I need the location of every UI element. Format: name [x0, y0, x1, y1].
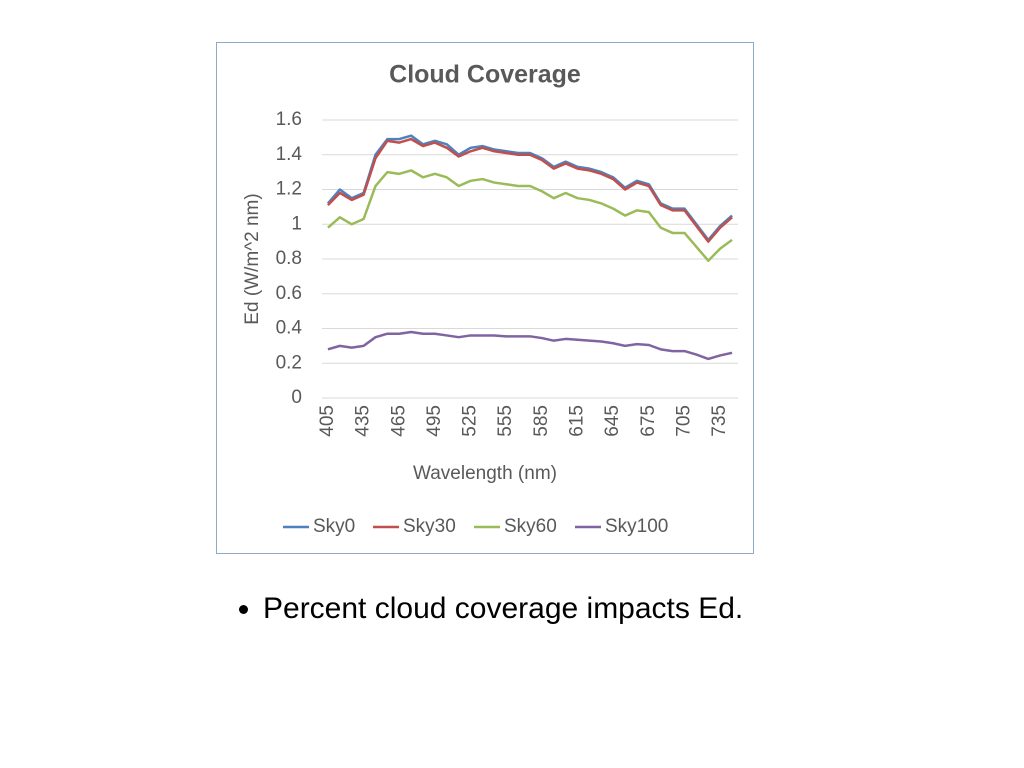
y-tick-label: 1.6 [276, 109, 302, 130]
legend-label: Sky0 [313, 516, 355, 537]
x-tick-label: 465 [388, 405, 409, 437]
chart: Cloud Coverage Wavelength (nm) Ed (W/m^2… [216, 42, 754, 554]
bullet: Percent cloud coverage impacts Ed. [263, 592, 743, 626]
x-tick-label: 405 [317, 405, 338, 437]
chart-border [216, 42, 754, 554]
y-tick-label: 0.4 [276, 318, 303, 339]
x-tick-label: 435 [353, 405, 374, 437]
legend-label: Sky100 [605, 516, 668, 537]
x-tick-label: 645 [602, 405, 623, 437]
x-tick-label: 705 [674, 405, 695, 437]
y-tick-label: 1.4 [276, 144, 303, 165]
x-tick-label: 735 [709, 405, 730, 437]
series-line [327, 137, 733, 243]
x-axis-title: Wavelength (nm) [413, 463, 557, 484]
series-line [327, 330, 733, 361]
y-tick-label: 0.8 [276, 248, 302, 269]
x-tick-label: 615 [567, 405, 588, 437]
chart-title: Cloud Coverage [389, 61, 581, 89]
x-tick-label: 495 [424, 405, 445, 437]
x-tick-label: 555 [495, 405, 516, 437]
y-axis-title: Ed (W/m^2 nm) [242, 193, 263, 324]
y-tick-label: 0.2 [276, 352, 302, 373]
legend-label: Sky30 [403, 516, 456, 537]
legend-label: Sky60 [504, 516, 557, 537]
x-tick-label: 585 [531, 405, 552, 437]
y-tick-label: 1 [291, 213, 302, 234]
y-tick-label: 0.6 [276, 283, 302, 304]
y-tick-label: 1.2 [276, 179, 302, 200]
y-tick-label: 0 [291, 387, 302, 408]
series-line [326, 134, 733, 242]
bullet-list: Percent cloud coverage impacts Ed. [230, 592, 743, 626]
x-tick-label: 525 [460, 405, 481, 437]
series-line [327, 169, 733, 262]
x-tick-label: 675 [638, 405, 659, 437]
